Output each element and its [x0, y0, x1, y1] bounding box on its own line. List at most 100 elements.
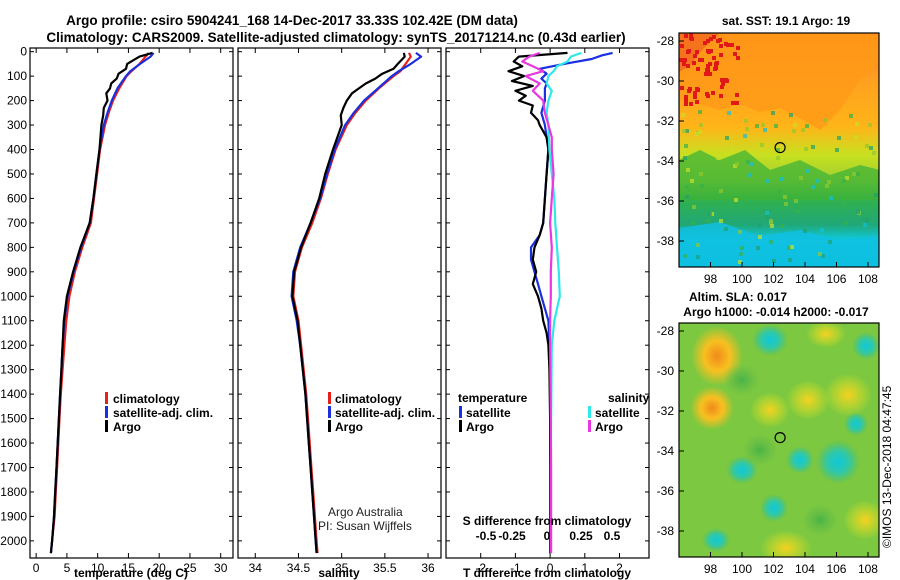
depth-tick-label: 1100	[1, 314, 27, 328]
sla-eddies	[690, 323, 879, 557]
sst-texture-pixel	[842, 179, 846, 183]
map-lat-label: -32	[657, 114, 675, 128]
credit-pi: PI: Susan Wijffels	[318, 519, 412, 533]
map-lat-label: -36	[657, 194, 675, 208]
sst-texture-pixel	[700, 184, 704, 188]
depth-tick-label: 1300	[0, 363, 27, 377]
salinity-panel: 34 34.5 35 35.5 36 climatology satellite-adj…	[237, 47, 442, 580]
sla-eddy	[786, 380, 830, 420]
legend-label-argo: Argo	[335, 420, 363, 434]
map-lon-label: 98	[704, 562, 718, 576]
sla-eddy	[786, 446, 814, 474]
map-lat-label: -30	[657, 74, 675, 88]
map-lon-label: 106	[826, 272, 846, 286]
sst-texture-pixel	[849, 114, 853, 118]
sla-eddy	[760, 494, 788, 522]
sst-mask-pixel	[693, 95, 697, 99]
x-tick-label: 35	[335, 561, 349, 575]
sst-map-ticks: -28 -30 -32 -34 -36 -38 98 100 102 104 106 108	[657, 34, 879, 286]
sst-texture-pixel	[734, 198, 738, 202]
legend-swatch-argo	[105, 420, 108, 432]
sst-mask-pixel	[733, 52, 737, 56]
sst-texture-pixel	[757, 223, 761, 227]
legend-swatch-climatology	[328, 392, 331, 404]
sst-mask-pixel	[698, 58, 702, 62]
map-lat-label: -34	[657, 154, 675, 168]
depth-axis-labels: 0 100 200 300 400 500 600 700 800 900 1000 1100 1200…	[0, 45, 27, 548]
sst-mask-pixel	[680, 86, 684, 90]
s-difference-ticklabels: -0.5 -0.25 0 0.25 0.5	[476, 529, 621, 543]
sla-map-title1: Altim. SLA: 0.017	[689, 290, 787, 304]
s-tick-label: -0.25	[498, 529, 526, 543]
map-lon-label: 108	[858, 272, 878, 286]
legend-swatch-satellite	[328, 406, 331, 418]
sst-mask-pixel	[695, 87, 699, 91]
map-lon-label: 104	[795, 562, 815, 576]
sst-texture-pixel	[820, 228, 824, 232]
difference-series	[507, 51, 613, 554]
sst-texture-pixel	[683, 156, 687, 160]
sst-mask-pixel	[730, 43, 734, 47]
legend-swatch-t-satellite	[459, 406, 462, 418]
sst-texture-pixel	[805, 243, 809, 247]
sst-texture-pixel	[725, 136, 729, 140]
sst-texture-pixel	[794, 199, 798, 203]
sst-texture-pixel	[779, 177, 783, 181]
sst-mask-pixel	[719, 44, 723, 48]
sla-eddy	[690, 386, 734, 430]
sst-cold-region	[679, 222, 879, 267]
depth-tick-label: 1000	[0, 289, 27, 303]
sst-texture-pixel	[804, 147, 808, 151]
sst-texture-pixel	[863, 223, 867, 227]
x-tick-label: 25	[183, 561, 197, 575]
sst-mask-pixel	[695, 50, 699, 54]
x-tick-label: 5	[64, 561, 71, 575]
temperature-panel: 0 5 10 15 20 25 30 climatology satellite-adj. …	[29, 47, 234, 580]
legend-label-satellite: satellite-adj. clim.	[113, 406, 213, 420]
x-tick-label: 30	[214, 561, 228, 575]
sst-texture-pixel	[856, 172, 860, 176]
x-tick-label: 15	[122, 561, 136, 575]
sla-eddy	[760, 530, 812, 557]
sst-texture-pixel	[685, 129, 689, 133]
series-line-argo	[49, 51, 153, 554]
sst-texture-pixel	[699, 123, 703, 127]
depth-tick-label: 300	[7, 118, 27, 132]
sst-texture-pixel	[821, 254, 825, 258]
series-line-salinity-satellite	[545, 51, 582, 554]
sst-texture-pixel	[827, 180, 831, 184]
sla-eddy	[806, 323, 846, 348]
legend-label-climatology: climatology	[113, 392, 180, 406]
sst-texture-pixel	[729, 147, 733, 151]
sst-texture-pixel	[805, 124, 809, 128]
sst-mask-pixel	[709, 37, 713, 41]
sst-texture-pixel	[790, 245, 794, 249]
imos-credit: ©IMOS 13-Dec-2018 04:47:45	[880, 385, 894, 548]
series-line-temperature-satellite	[529, 51, 613, 554]
x-tick-label: -1	[510, 561, 521, 575]
depth-tick-label: 200	[7, 94, 27, 108]
depth-tick-label: 1500	[0, 412, 27, 426]
sst-mask-pixel	[687, 49, 691, 53]
sst-mask-pixel	[720, 78, 724, 82]
sst-texture-pixel	[778, 190, 782, 194]
sst-texture-pixel	[708, 212, 712, 216]
depth-tick-label: 600	[7, 191, 27, 205]
sst-mask-pixel	[705, 68, 709, 72]
depth-tick-label: 0	[20, 45, 27, 59]
sst-texture-pixel	[706, 219, 710, 223]
sst-texture-pixel	[760, 143, 764, 147]
temperature-ticks: 0 5 10 15 20 25 30	[30, 48, 233, 575]
legend-swatch-s-satellite	[588, 406, 591, 418]
x-tick-label: 0	[33, 561, 40, 575]
x-tick-label: 1	[581, 561, 588, 575]
sst-texture-pixel	[837, 136, 841, 140]
sst-texture-pixel	[865, 144, 869, 148]
sst-texture-pixel	[739, 252, 743, 256]
sst-texture-pixel	[683, 254, 687, 258]
sla-eddy	[844, 412, 868, 436]
sst-mask-pixel	[692, 61, 696, 65]
depth-tick-label: 900	[7, 265, 27, 279]
sst-argo-location-marker	[774, 142, 786, 154]
sst-texture-pixel	[765, 211, 769, 215]
